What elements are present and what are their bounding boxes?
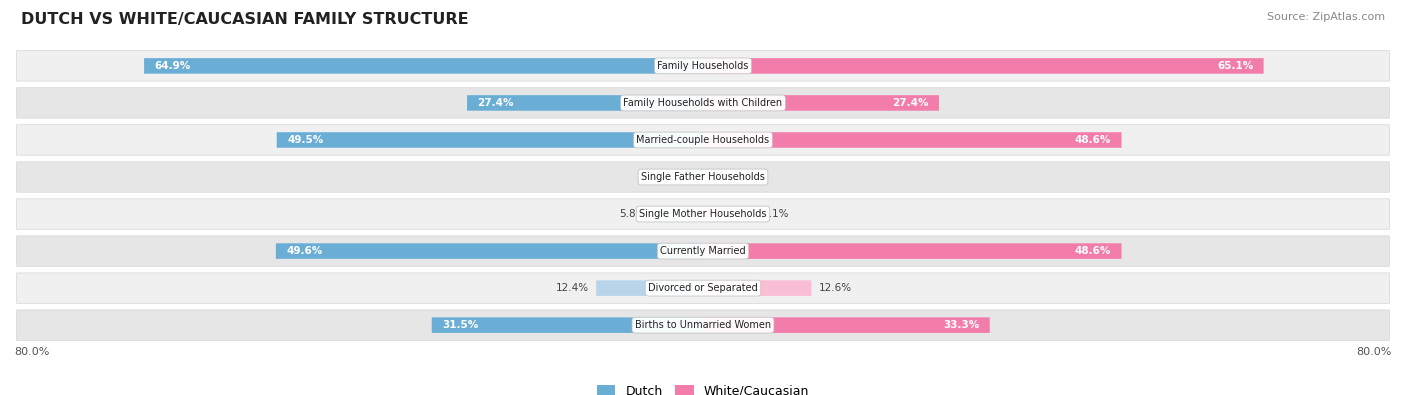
Text: 2.4%: 2.4% (731, 172, 756, 182)
Text: Family Households: Family Households (658, 61, 748, 71)
Text: Source: ZipAtlas.com: Source: ZipAtlas.com (1267, 12, 1385, 22)
Text: 12.6%: 12.6% (818, 283, 852, 293)
FancyBboxPatch shape (143, 58, 703, 74)
Text: Divorced or Separated: Divorced or Separated (648, 283, 758, 293)
Text: 33.3%: 33.3% (943, 320, 980, 330)
FancyBboxPatch shape (703, 280, 811, 296)
FancyBboxPatch shape (596, 280, 703, 296)
FancyBboxPatch shape (703, 317, 990, 333)
Text: 49.6%: 49.6% (287, 246, 322, 256)
FancyBboxPatch shape (467, 95, 703, 111)
FancyBboxPatch shape (276, 243, 703, 259)
Text: 27.4%: 27.4% (478, 98, 513, 108)
Text: DUTCH VS WHITE/CAUCASIAN FAMILY STRUCTURE: DUTCH VS WHITE/CAUCASIAN FAMILY STRUCTUR… (21, 12, 468, 27)
FancyBboxPatch shape (277, 132, 703, 148)
Text: Family Households with Children: Family Households with Children (623, 98, 783, 108)
Text: 80.0%: 80.0% (1357, 347, 1392, 357)
Text: 65.1%: 65.1% (1218, 61, 1253, 71)
Text: 64.9%: 64.9% (155, 61, 191, 71)
FancyBboxPatch shape (17, 51, 1389, 81)
FancyBboxPatch shape (703, 243, 1122, 259)
Text: Currently Married: Currently Married (661, 246, 745, 256)
FancyBboxPatch shape (682, 169, 703, 185)
FancyBboxPatch shape (703, 206, 755, 222)
Text: Births to Unmarried Women: Births to Unmarried Women (636, 320, 770, 330)
Text: 80.0%: 80.0% (14, 347, 49, 357)
Text: 27.4%: 27.4% (893, 98, 928, 108)
Text: Married-couple Households: Married-couple Households (637, 135, 769, 145)
FancyBboxPatch shape (17, 199, 1389, 229)
FancyBboxPatch shape (17, 310, 1389, 340)
Text: 49.5%: 49.5% (287, 135, 323, 145)
FancyBboxPatch shape (703, 169, 724, 185)
Text: 5.8%: 5.8% (620, 209, 647, 219)
Text: Single Mother Households: Single Mother Households (640, 209, 766, 219)
FancyBboxPatch shape (703, 58, 1264, 74)
Text: 2.4%: 2.4% (650, 172, 675, 182)
FancyBboxPatch shape (17, 125, 1389, 155)
FancyBboxPatch shape (17, 88, 1389, 118)
Text: 31.5%: 31.5% (441, 320, 478, 330)
FancyBboxPatch shape (17, 273, 1389, 303)
Legend: Dutch, White/Caucasian: Dutch, White/Caucasian (592, 380, 814, 395)
Text: 48.6%: 48.6% (1074, 246, 1111, 256)
FancyBboxPatch shape (432, 317, 703, 333)
FancyBboxPatch shape (703, 95, 939, 111)
Text: Single Father Households: Single Father Households (641, 172, 765, 182)
Text: 48.6%: 48.6% (1074, 135, 1111, 145)
Text: 6.1%: 6.1% (762, 209, 789, 219)
Text: 12.4%: 12.4% (557, 283, 589, 293)
FancyBboxPatch shape (17, 162, 1389, 192)
FancyBboxPatch shape (703, 132, 1122, 148)
FancyBboxPatch shape (652, 206, 703, 222)
FancyBboxPatch shape (17, 236, 1389, 266)
